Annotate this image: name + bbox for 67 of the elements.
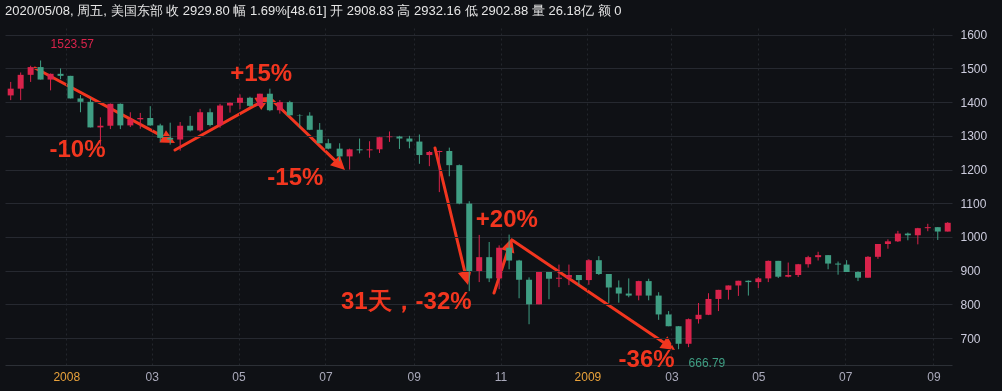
y-tick-label: 900 [960,264,981,279]
candlestick [17,71,24,101]
x-tick-label: 09 [407,369,422,384]
x-tick-label: 2009 [574,369,602,384]
candlestick [446,147,453,177]
y-tick-label: 1400 [960,95,988,110]
candlestick [545,271,552,300]
x-tick-label: 11 [494,369,508,384]
candlestick [117,102,124,130]
y-tick-label: 1200 [960,163,988,178]
y-tick-label: 700 [960,331,981,346]
candlestick [197,108,204,133]
candlestick [177,121,184,152]
annotation: -15% [267,162,324,190]
candlestick [7,81,14,101]
candlestick [486,241,493,283]
annotation: +15% [230,59,293,87]
x-tick-label: 05 [232,369,247,384]
candlestick [585,258,592,286]
y-tick-label: 1500 [960,61,988,76]
candlestick [815,251,822,262]
candlestick [835,261,842,276]
candlestick [655,291,662,321]
candlestick [476,234,483,283]
candlestick [595,255,602,276]
annotation: +20% [475,204,538,232]
candlestick [565,264,572,286]
candlestick [555,264,562,288]
candlestick [266,88,273,112]
candlestick [675,325,682,350]
candlestick [884,238,891,250]
candlestick [625,277,632,298]
x-tick-label: 05 [752,369,766,384]
x-tick-label: 2008 [53,369,81,384]
y-tick-label: 1600 [960,28,988,43]
candlestick [506,234,513,270]
candlestick [605,273,612,304]
candlestick [227,101,233,114]
y-tick-label: 1100 [960,196,987,211]
candlestick [167,122,174,146]
candlestick [416,133,423,165]
candlestick [645,278,652,301]
candlestick [37,60,44,81]
candlestick [217,103,224,129]
annotation: 31天，-32% [340,287,472,315]
candlestick [236,93,243,110]
candlestick [864,255,871,279]
candlestick [516,259,523,299]
y-tick-label: 1000 [960,230,988,245]
x-tick-label: 09 [927,369,941,384]
annotation: 1523.57 [50,37,95,52]
x-tick-label: 03 [145,369,160,384]
y-tick-label: 800 [960,297,981,312]
candlestick [575,274,582,286]
annotation: 666.79 [688,356,726,371]
candlestick [366,140,373,159]
candlestick [615,279,622,304]
candlestick [695,302,702,325]
chart-title: 2020/05/08, 周五, 美国东部 收 2929.80 幅 1.69%[48.61] 开 2908.83 高 2932.16 低 2902.88 量 26.18亿 额 0 [5,3,622,18]
candlestick [147,105,154,127]
candlestick [107,102,114,130]
annotation: -10% [49,134,106,162]
x-tick-label: 07 [319,369,333,384]
candlestick [436,150,443,193]
candlestick [296,113,303,128]
y-tick-label: 1300 [960,129,988,144]
x-tick-label: 07 [839,369,853,384]
